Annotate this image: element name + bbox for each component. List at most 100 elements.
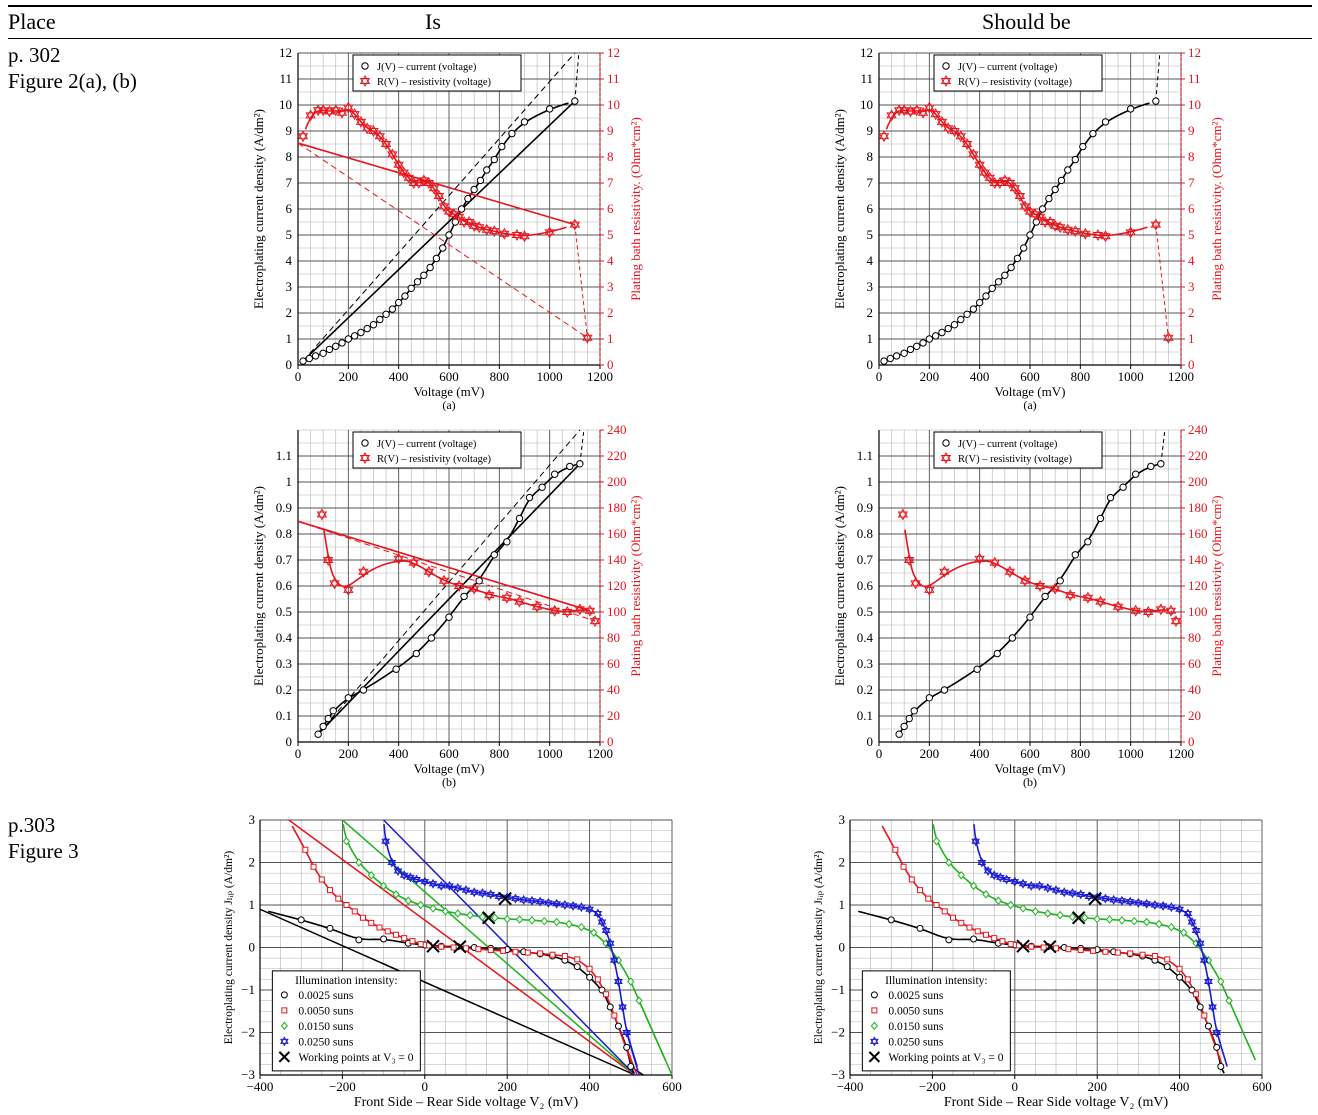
resistivity-point <box>428 185 440 195</box>
y-tick-label: 0 <box>867 734 874 749</box>
resistivity-point <box>1024 208 1036 218</box>
resistivity-fit-curve <box>885 109 1148 237</box>
legend-title: Illumination intensity: <box>295 975 398 987</box>
legend-marker <box>870 991 878 999</box>
data-point <box>933 902 940 908</box>
legend-resistivity-marker <box>940 78 952 87</box>
current-point <box>376 315 384 324</box>
resistivity-point <box>312 107 324 117</box>
resistivity-point <box>355 115 367 125</box>
data-point <box>597 919 607 927</box>
resistivity-point <box>448 208 460 218</box>
y2-tick-label: 140 <box>607 552 627 567</box>
current-point <box>913 342 921 350</box>
x-tick-label: 600 <box>439 746 459 761</box>
legend-resistivity-marker <box>359 75 371 84</box>
data-point <box>977 860 987 868</box>
data-point <box>1201 1012 1208 1019</box>
x-tick-label: 400 <box>389 369 409 384</box>
data-point <box>1191 928 1201 936</box>
resistivity-point <box>343 583 354 593</box>
y2-tick-label: 7 <box>1188 175 1195 190</box>
data-point <box>900 863 907 870</box>
resistivity-point <box>897 511 909 521</box>
current-point <box>545 105 554 113</box>
resistivity-point <box>387 148 398 158</box>
resistivity-point <box>961 141 973 150</box>
resistivity-point <box>413 180 425 189</box>
data-point <box>491 913 499 923</box>
data-point <box>1056 910 1064 920</box>
x-tick-label: 0 <box>422 1079 429 1094</box>
y-tick-label: 2 <box>839 855 846 870</box>
fig3-chart: −400 −200 0 200 400 600 −3 −2 −1 0 1 2 3 Front Side –… <box>813 812 1272 1110</box>
y2-tick-label: 7 <box>607 175 614 190</box>
y2-tick-label: 10 <box>607 97 620 112</box>
data-point <box>1167 902 1176 910</box>
data-point <box>401 935 408 942</box>
y-tick-label: 0.2 <box>276 682 292 697</box>
current-point <box>566 462 574 471</box>
data-point <box>585 904 594 912</box>
sub-caption: (a) <box>442 398 455 412</box>
resistivity-point <box>336 106 348 116</box>
data-point <box>601 928 611 936</box>
current-point <box>1013 254 1022 263</box>
resistivity-point <box>544 229 555 239</box>
header-is: Is <box>425 9 441 34</box>
current-point <box>457 205 466 213</box>
data-point <box>463 945 469 952</box>
data-point <box>999 938 1006 945</box>
data-point <box>327 887 334 894</box>
data-point <box>466 910 474 920</box>
current-point <box>1041 592 1049 601</box>
resistivity-point <box>473 221 485 231</box>
resistivity-point <box>423 568 435 578</box>
data-point <box>528 916 536 925</box>
data-point <box>623 1043 631 1051</box>
y-tick-label: 1 <box>839 897 846 912</box>
legend-label: 0.0050 suns <box>888 1005 943 1017</box>
current-tail-dashed <box>579 429 585 464</box>
resistivity-point <box>1019 203 1031 213</box>
legend-marker <box>280 1038 289 1047</box>
resistivity-point <box>955 133 967 143</box>
data-point <box>1134 897 1143 906</box>
data-point <box>1088 891 1102 906</box>
resistivity-point <box>582 334 593 344</box>
current-point <box>1084 538 1092 546</box>
data-point <box>381 836 391 844</box>
data-point <box>622 1030 632 1038</box>
data-point <box>519 897 529 905</box>
y2-tick-label: 120 <box>1188 578 1208 593</box>
current-point <box>940 686 949 694</box>
data-point <box>1010 876 1020 885</box>
y2-tick-label: 200 <box>1188 474 1208 489</box>
row1-page: p. 302 <box>8 43 61 67</box>
resistivity-point <box>1080 230 1091 240</box>
current-point <box>325 345 334 354</box>
legend-marker <box>870 1021 879 1031</box>
resistivity-point <box>358 565 369 575</box>
legend-resistivity-label: R(V) – resistivity (voltage) <box>377 454 492 465</box>
current-point <box>1079 142 1087 151</box>
y-tick-label: 0 <box>839 940 846 955</box>
current-point <box>910 707 918 715</box>
x-tick-label: 400 <box>1170 1079 1190 1094</box>
figure-3-is: −400 −200 0 200 400 600 −3 −2 −1 0 1 2 3 Front Side –… <box>223 812 682 1110</box>
y-tick-label: 1.1 <box>857 448 873 463</box>
resistivity-point <box>1049 582 1061 592</box>
legend-resistivity-marker <box>359 452 371 461</box>
data-point <box>1035 883 1044 891</box>
data-point <box>441 907 450 916</box>
resistivity-point <box>584 604 596 614</box>
resistivity-straight-dashed <box>297 520 596 622</box>
current-point <box>1089 129 1097 138</box>
current-straight-line <box>302 100 576 362</box>
resistivity-point <box>984 174 995 184</box>
data-point <box>601 925 611 933</box>
resistivity-point <box>1130 604 1141 614</box>
data-point <box>515 915 524 924</box>
resistivity-point <box>989 556 1000 566</box>
y2-tick-label: 12 <box>1188 45 1201 60</box>
